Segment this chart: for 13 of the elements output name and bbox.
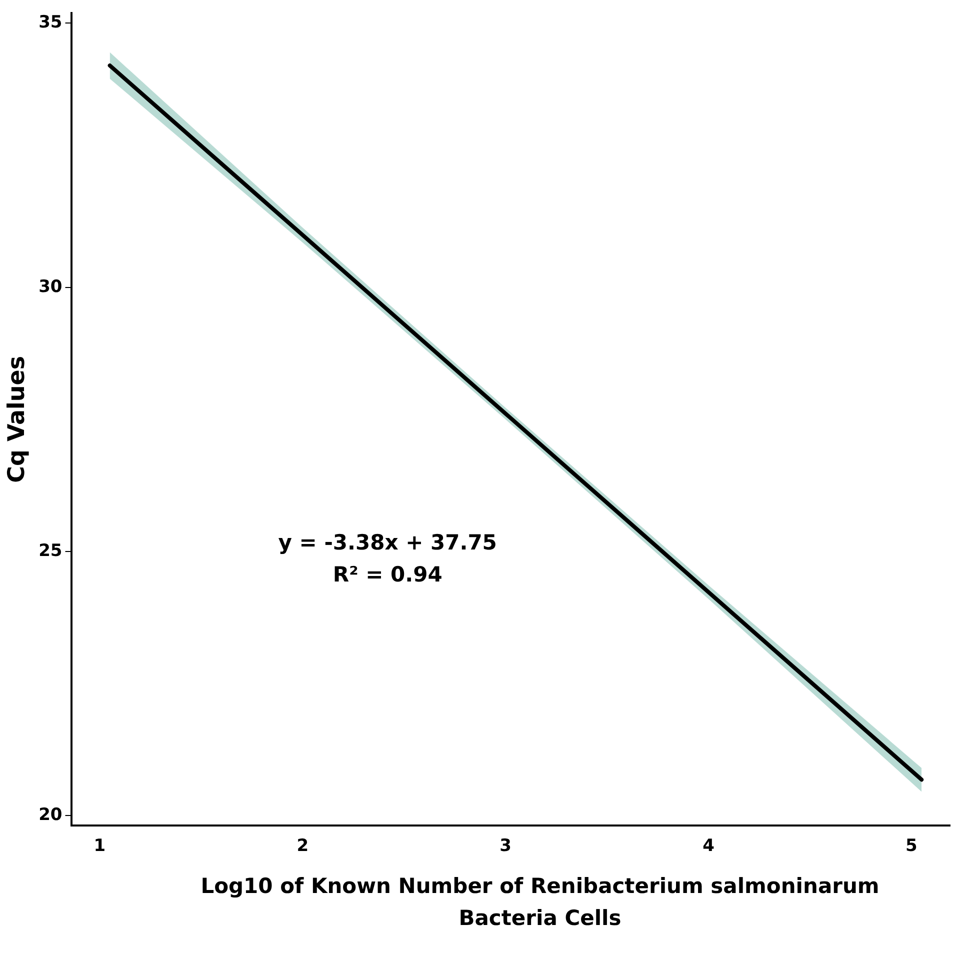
x-tick-label: 1 xyxy=(94,836,106,856)
y-axis-title: Cq Values xyxy=(4,356,30,483)
y-tick-label: 20 xyxy=(38,804,62,825)
x-tick-label: 3 xyxy=(500,836,512,856)
y-tick-label: 35 xyxy=(38,12,62,33)
annotation: R² = 0.94 xyxy=(332,562,442,586)
annotation: y = -3.38x + 37.75 xyxy=(278,530,497,554)
x-tick-label: 4 xyxy=(702,836,715,856)
x-tick-label: 2 xyxy=(296,836,309,856)
x-axis-title: Log10 of Known Number of Renibacterium salmoninarum Bacteria Cells xyxy=(200,873,880,932)
y-tick-label: 30 xyxy=(38,276,62,297)
x-tick-label: 5 xyxy=(906,836,918,856)
y-tick-label: 25 xyxy=(38,540,62,561)
